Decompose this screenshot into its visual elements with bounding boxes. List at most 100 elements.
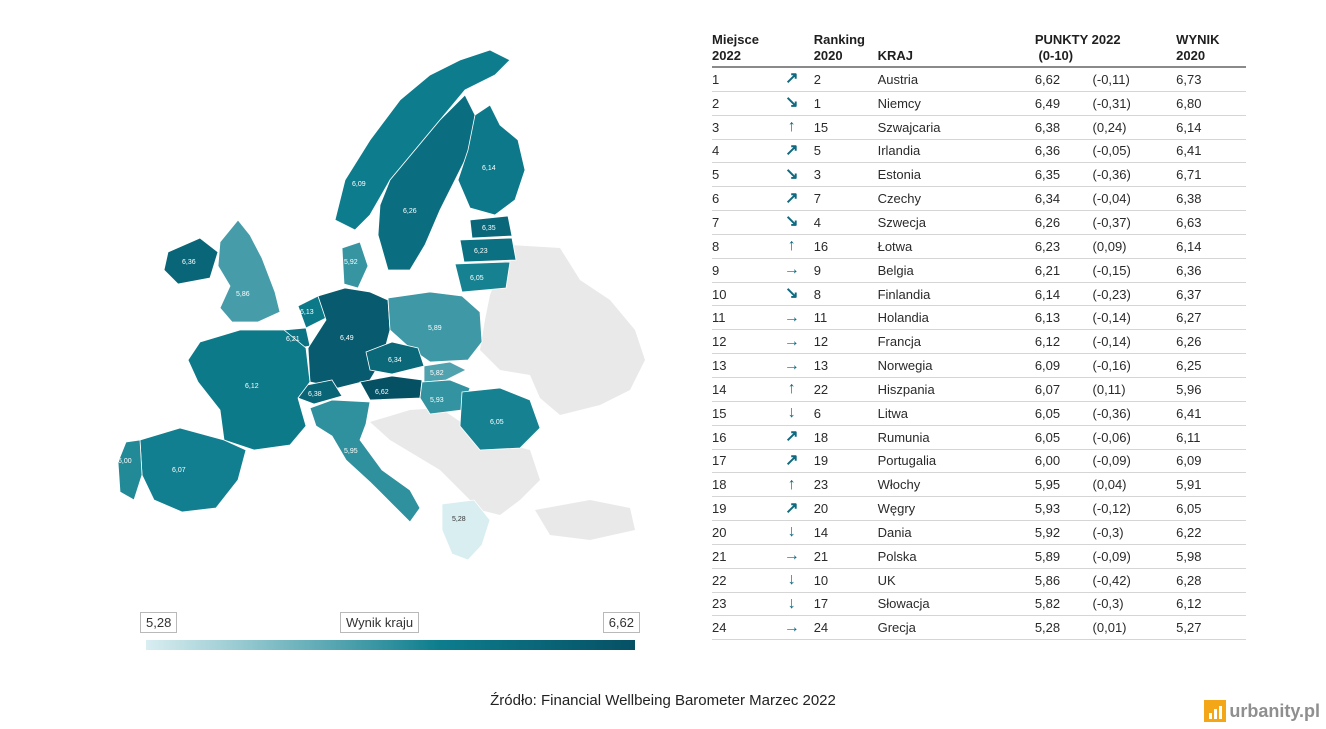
cell-points: 5,89 (1034, 544, 1093, 569)
table-row: 2 ↘ 1 Niemcy 6,49 (-0,31) 6,80 (712, 91, 1246, 116)
arrow-down-icon: ↓ (787, 594, 796, 612)
cell-change: (-0,36) (1092, 401, 1177, 426)
map-label-greece: 5,28 (452, 516, 466, 523)
cell-result2020: 6,41 (1176, 139, 1246, 164)
cell-points: 6,38 (1034, 115, 1093, 140)
table-row: 16 ↗ 18 Rumunia 6,05 (-0,06) 6,11 (712, 425, 1246, 450)
map-label-netherlands: 6,13 (300, 309, 314, 316)
cell-result2020: 6,38 (1176, 186, 1246, 212)
watermark-text: urbanity.pl (1229, 700, 1320, 721)
cell-arrow: ↗ (773, 186, 810, 212)
watermark: urbanity.pl (1204, 700, 1320, 722)
cell-change: (-0,14) (1092, 305, 1177, 331)
region-no-data-east (480, 245, 645, 415)
table-row: 9 → 9 Belgia 6,21 (-0,15) 6,36 (712, 258, 1246, 283)
arrow-down-right-icon: ↘ (785, 285, 799, 303)
map-label-estonia: 6,35 (482, 225, 496, 232)
cell-rank2020: 23 (809, 472, 878, 498)
cell-points: 6,34 (1034, 186, 1093, 212)
cell-country: Węgry (877, 496, 1035, 522)
cell-place: 17 (712, 449, 774, 474)
cell-change: (-0,36) (1092, 162, 1177, 188)
cell-arrow: ↗ (773, 496, 810, 522)
cell-place: 21 (712, 544, 774, 569)
region-no-data-turkey (535, 500, 635, 540)
cell-country: Czechy (877, 186, 1035, 212)
cell-result2020: 6,25 (1176, 353, 1246, 378)
cell-country: Łotwa (877, 234, 1035, 259)
cell-place: 3 (712, 115, 774, 140)
cell-country: Holandia (877, 305, 1035, 331)
cell-change: (-0,11) (1092, 67, 1177, 92)
cell-place: 1 (712, 67, 774, 92)
arrow-up-right-icon: ↗ (785, 189, 799, 207)
arrow-up-icon: ↑ (787, 237, 796, 255)
cell-points: 6,62 (1034, 67, 1093, 92)
cell-rank2020: 2 (809, 67, 878, 92)
cell-rank2020: 13 (809, 353, 878, 378)
cell-points: 6,12 (1034, 329, 1093, 355)
cell-rank2020: 18 (809, 425, 878, 450)
map-label-italy: 5,95 (344, 448, 358, 455)
cell-result2020: 6,63 (1176, 210, 1246, 235)
region-lithuania (454, 261, 511, 293)
arrow-up-right-icon: ↗ (785, 141, 799, 159)
cell-points: 5,82 (1034, 592, 1093, 617)
map-label-denmark: 5,92 (344, 259, 358, 266)
cell-result2020: 6,14 (1176, 115, 1246, 140)
table-body: 1 ↗ 2 Austria 6,62 (-0,11) 6,73 2 ↘ 1 Niemcy 6,49 (-… (712, 67, 1246, 641)
table-row: 11 → 11 Holandia 6,13 (-0,14) 6,27 (712, 305, 1246, 331)
cell-rank2020: 5 (809, 139, 878, 164)
cell-place: 23 (712, 592, 774, 617)
cell-arrow: → (773, 615, 810, 641)
cell-points: 6,23 (1034, 234, 1093, 259)
table-header-row: Miejsce 2022 Ranking 2020 KRAJ PUNKTY 2022… (712, 32, 1246, 68)
map-label-france: 6,12 (245, 383, 259, 390)
cell-change: (-0,12) (1092, 496, 1177, 522)
cell-change: (-0,16) (1092, 353, 1177, 378)
region-greece (441, 499, 491, 561)
cell-arrow: ↑ (773, 377, 810, 402)
cell-rank2020: 4 (809, 210, 878, 235)
cell-change: (-0,04) (1092, 186, 1177, 212)
region-no-data-balkans (370, 408, 540, 515)
cell-points: 6,13 (1034, 305, 1093, 331)
cell-place: 15 (712, 401, 774, 426)
cell-result2020: 6,36 (1176, 258, 1246, 283)
region-spain (139, 427, 247, 513)
arrow-down-right-icon: ↘ (785, 213, 799, 231)
cell-rank2020: 12 (809, 329, 878, 355)
cell-country: Irlandia (877, 139, 1035, 164)
cell-place: 14 (712, 377, 774, 402)
cell-points: 6,26 (1034, 210, 1093, 235)
arrow-up-icon: ↑ (787, 475, 796, 493)
cell-change: (-0,3) (1092, 520, 1177, 545)
region-denmark (341, 241, 369, 289)
cell-arrow: ↘ (773, 91, 810, 116)
header-result2020: WYNIK 2020 (1176, 32, 1246, 68)
cell-result2020: 6,14 (1176, 234, 1246, 259)
cell-result2020: 6,22 (1176, 520, 1246, 545)
cell-arrow: ↘ (773, 210, 810, 235)
header-rank2020: Ranking 2020 (809, 32, 878, 68)
cell-result2020: 6,37 (1176, 282, 1246, 307)
cell-result2020: 6,09 (1176, 449, 1246, 474)
region-estonia (469, 215, 513, 239)
cell-arrow: ↘ (773, 282, 810, 307)
cell-change: (0,01) (1092, 615, 1177, 641)
header-country: KRAJ (877, 32, 1035, 68)
arrow-right-icon: → (783, 332, 800, 350)
cell-country: Włochy (877, 472, 1035, 498)
region-finland (457, 104, 526, 216)
cell-rank2020: 11 (809, 305, 878, 331)
cell-change: (0,11) (1092, 377, 1177, 402)
cell-place: 2 (712, 91, 774, 116)
arrow-down-right-icon: ↘ (785, 94, 799, 112)
cell-place: 7 (712, 210, 774, 235)
cell-result2020: 5,27 (1176, 615, 1246, 641)
cell-change: (-0,14) (1092, 329, 1177, 355)
cell-rank2020: 24 (809, 615, 878, 641)
cell-change: (0,24) (1092, 115, 1177, 140)
region-ireland (163, 237, 219, 285)
cell-rank2020: 17 (809, 592, 878, 617)
